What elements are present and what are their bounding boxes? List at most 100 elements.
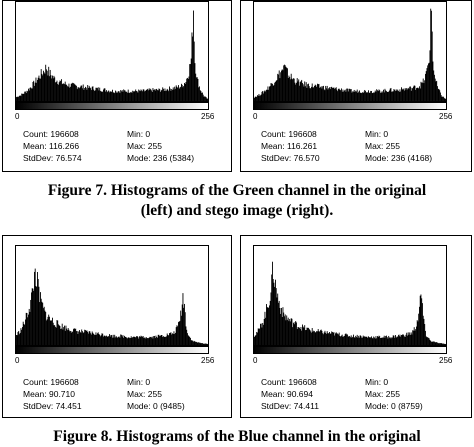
- histogram-bar: [386, 91, 387, 101]
- histogram-bar: [82, 88, 83, 101]
- histogram-bar: [433, 70, 435, 101]
- histogram-bar: [287, 77, 289, 101]
- histogram-bar: [39, 302, 41, 345]
- histogram-bar: [285, 66, 287, 101]
- histogram-bar: [78, 87, 80, 101]
- histogram-bar: [82, 331, 83, 345]
- histogram-bar: [322, 333, 324, 345]
- histogram-bar: [415, 329, 417, 345]
- histogram-bar: [193, 41, 195, 101]
- histogram-bar: [359, 335, 361, 345]
- histogram-bar: [166, 333, 168, 345]
- histogram-bar: [35, 77, 37, 101]
- histogram-bar: [357, 93, 359, 101]
- histogram-bar: [440, 343, 441, 345]
- histogram-bar: [347, 88, 348, 101]
- histogram-bar: [323, 332, 325, 345]
- figure7-caption-line1: Figure 7. Histograms of the Green channe…: [47, 182, 427, 199]
- histogram-bar: [37, 272, 38, 345]
- histogram-bar: [37, 278, 39, 345]
- histogram-bar: [56, 320, 58, 345]
- histogram-bar: [112, 89, 113, 101]
- histogram-bar: [325, 85, 327, 101]
- histogram-bar: [115, 336, 117, 345]
- histogram-bar: [336, 89, 338, 101]
- histogram-bar: [115, 92, 117, 101]
- histogram-bar: [128, 92, 130, 101]
- histogram-bar: [60, 328, 62, 345]
- histogram-bar: [339, 89, 341, 101]
- histogram-bar: [429, 50, 431, 101]
- histogram-bar: [337, 333, 339, 345]
- histogram-bar: [91, 90, 92, 101]
- histogram-bar: [318, 331, 320, 345]
- histogram-bar: [375, 336, 377, 345]
- histogram-bar: [206, 98, 208, 101]
- histogram-bar: [314, 331, 315, 345]
- histogram-bar: [418, 88, 420, 101]
- histogram-bar: [428, 337, 429, 345]
- histogram-bar: [424, 324, 426, 345]
- histogram-bar: [19, 95, 21, 101]
- histogram-panel-green-stego: 0 256 Count: 196608 Mean: 116.261 StdDev…: [240, 0, 472, 172]
- histogram-bar: [303, 86, 305, 101]
- histogram-bar: [175, 88, 176, 101]
- histogram-svg: [254, 8, 446, 101]
- histogram-bar: [187, 77, 188, 101]
- histogram-bar: [308, 83, 309, 101]
- histogram-bar: [358, 91, 360, 101]
- histogram-bar: [342, 336, 344, 345]
- grayscale-ramp: [15, 102, 209, 110]
- histogram-bar: [305, 82, 307, 101]
- histogram-bar: [269, 305, 270, 345]
- histogram-bar: [205, 97, 207, 101]
- histogram-bar: [360, 335, 362, 345]
- histogram-bar: [373, 336, 375, 345]
- histogram-bar: [185, 81, 187, 101]
- histogram-bar: [145, 337, 147, 345]
- histogram-bar: [54, 77, 56, 101]
- histogram-bar: [110, 334, 112, 345]
- histogram-bar: [266, 304, 267, 345]
- histogram-bar: [100, 335, 102, 345]
- histogram-bar: [65, 84, 67, 101]
- histogram-bar: [275, 279, 276, 345]
- histogram-bar: [139, 90, 140, 101]
- histogram-bar: [61, 328, 62, 345]
- histogram-bar: [411, 87, 413, 101]
- histogram-bar: [326, 331, 328, 345]
- stat-max: Max: 255: [127, 141, 162, 151]
- histogram-bar: [22, 327, 23, 345]
- histogram-bar: [378, 89, 380, 101]
- histogram-bar: [130, 92, 131, 101]
- histogram-bar: [93, 89, 95, 101]
- grayscale-ramp: [253, 102, 447, 110]
- histogram-bar: [62, 83, 64, 101]
- stat-mean: Mean: 90.710: [23, 389, 75, 399]
- histogram-bar: [130, 336, 132, 345]
- histogram-bar: [284, 316, 285, 345]
- histogram-bar: [57, 84, 59, 101]
- histogram-bar: [441, 343, 443, 345]
- histogram-bar: [384, 88, 386, 101]
- histogram-bar: [398, 91, 400, 101]
- histogram-bar: [98, 334, 100, 345]
- histogram-bar: [435, 81, 437, 101]
- histogram-bar: [160, 90, 162, 101]
- histogram-bar: [389, 90, 390, 101]
- histogram-bar: [347, 334, 348, 345]
- histogram-bar: [150, 88, 152, 101]
- histogram-bar: [332, 331, 333, 345]
- histogram-bar: [275, 288, 277, 345]
- histogram-bar: [67, 328, 69, 345]
- histogram-bar: [351, 92, 353, 101]
- histogram-bar: [280, 313, 282, 345]
- histogram-bar: [319, 331, 321, 345]
- histogram-bar: [157, 90, 159, 101]
- histogram-bar: [202, 343, 203, 345]
- histogram-bar: [351, 337, 353, 345]
- histogram-bar: [142, 89, 144, 101]
- histogram-bar: [344, 90, 345, 101]
- histogram-bar: [75, 328, 77, 345]
- histogram-bar: [128, 337, 130, 345]
